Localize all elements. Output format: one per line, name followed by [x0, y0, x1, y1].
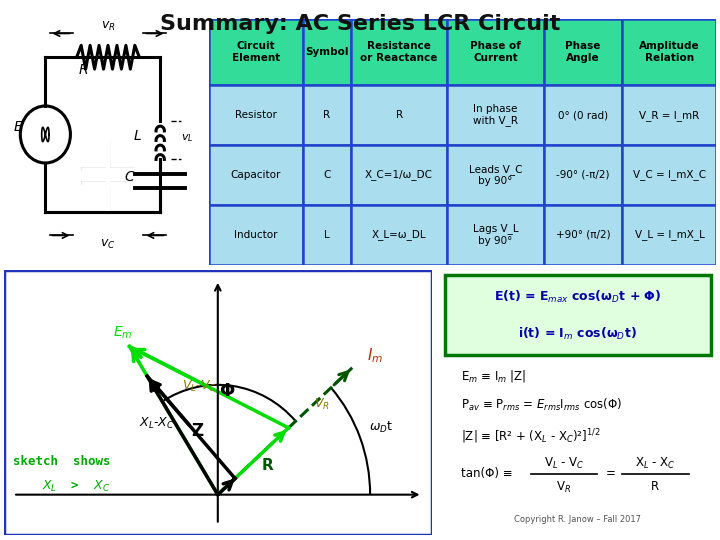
Bar: [302, 205, 351, 265]
Bar: [209, 145, 302, 205]
Bar: [445, 275, 711, 355]
Text: R: R: [652, 481, 660, 494]
Text: +90° (π/2): +90° (π/2): [556, 230, 611, 240]
Text: $X_L$-$X_C$: $X_L$-$X_C$: [139, 416, 174, 431]
Text: E(t) = E$_{max}$ cos(ω$_D$t + Φ): E(t) = E$_{max}$ cos(ω$_D$t + Φ): [494, 288, 662, 305]
Text: Leads V_C
by 90°: Leads V_C by 90°: [469, 164, 522, 186]
Text: $I_m$: $I_m$: [366, 346, 382, 365]
Text: R: R: [323, 110, 330, 120]
Text: Copyright R. Janow – Fall 2017: Copyright R. Janow – Fall 2017: [514, 515, 642, 524]
Text: In phase
with V_R: In phase with V_R: [473, 104, 518, 126]
Text: |Z| ≡ [R² + (X$_L$ - X$_C$)²]$^{1/2}$: |Z| ≡ [R² + (X$_L$ - X$_C$)²]$^{1/2}$: [462, 427, 601, 446]
Text: R: R: [78, 63, 88, 77]
Text: L: L: [133, 130, 141, 144]
Text: v$_L$: v$_L$: [181, 132, 194, 144]
Text: Capacitor: Capacitor: [230, 170, 281, 180]
Text: $V_L$-$V_C$: $V_L$-$V_C$: [182, 379, 217, 394]
Bar: [623, 205, 716, 265]
Bar: [544, 205, 623, 265]
Text: Inductor: Inductor: [234, 230, 277, 240]
Text: Phase
Angle: Phase Angle: [565, 41, 601, 63]
Bar: [302, 19, 351, 85]
Text: Resistance
or Reactance: Resistance or Reactance: [361, 41, 438, 63]
Text: V_L = I_mX_L: V_L = I_mX_L: [634, 230, 704, 240]
Text: V_R = I_mR: V_R = I_mR: [639, 110, 700, 120]
Text: P$_{av}$ ≡ P$_{rms}$ = $E_{rms}$I$_{rms}$ cos(Φ): P$_{av}$ ≡ P$_{rms}$ = $E_{rms}$I$_{rms}…: [462, 397, 623, 413]
Text: C: C: [323, 170, 330, 180]
Text: -90° (-π/2): -90° (-π/2): [557, 170, 610, 180]
Text: $V_R$: $V_R$: [314, 397, 330, 413]
Text: E$_m$ ≡ I$_m$ |Z|: E$_m$ ≡ I$_m$ |Z|: [462, 368, 527, 384]
Text: Z: Z: [191, 422, 203, 440]
Text: Phase of
Current: Phase of Current: [470, 41, 521, 63]
Text: V$_R$: V$_R$: [557, 480, 572, 495]
Bar: [351, 85, 447, 145]
Bar: [447, 85, 544, 145]
Bar: [623, 19, 716, 85]
Text: i(t) = I$_m$ cos(ω$_D$t): i(t) = I$_m$ cos(ω$_D$t): [518, 326, 637, 342]
Text: 0° (0 rad): 0° (0 rad): [558, 110, 608, 120]
Bar: [209, 85, 302, 145]
Bar: [447, 205, 544, 265]
Text: C: C: [124, 170, 134, 184]
Text: X_L=ω_DL: X_L=ω_DL: [372, 230, 426, 240]
Bar: [447, 145, 544, 205]
Bar: [351, 145, 447, 205]
Bar: [447, 19, 544, 85]
Bar: [351, 205, 447, 265]
Bar: [544, 19, 623, 85]
Text: L: L: [324, 230, 330, 240]
Bar: [209, 205, 302, 265]
Text: Circuit
Element: Circuit Element: [232, 41, 280, 63]
Text: R: R: [261, 458, 273, 474]
Bar: [623, 85, 716, 145]
Text: $ω_D$t: $ω_D$t: [369, 420, 393, 435]
Text: v$_C$: v$_C$: [100, 238, 116, 252]
Bar: [209, 19, 302, 85]
Text: Resistor: Resistor: [235, 110, 276, 120]
Text: V_C = I_mX_C: V_C = I_mX_C: [633, 170, 706, 180]
Text: E: E: [14, 120, 23, 134]
Text: V$_L$ - V$_C$: V$_L$ - V$_C$: [544, 456, 585, 471]
Text: tan(Φ) ≡: tan(Φ) ≡: [462, 467, 513, 480]
Bar: [544, 145, 623, 205]
Text: Amplitude
Relation: Amplitude Relation: [639, 41, 700, 63]
Bar: [623, 145, 716, 205]
Bar: [302, 145, 351, 205]
Text: v$_R$: v$_R$: [101, 20, 115, 33]
Text: R: R: [395, 110, 402, 120]
Text: X_C=1/ω_DC: X_C=1/ω_DC: [365, 170, 433, 180]
Text: Φ: Φ: [219, 382, 234, 400]
Text: sketch  shows: sketch shows: [13, 455, 111, 468]
Text: Symbol: Symbol: [305, 47, 348, 57]
Text: Summary: AC Series LCR Circuit: Summary: AC Series LCR Circuit: [160, 14, 560, 33]
Text: Lags V_L
by 90°: Lags V_L by 90°: [473, 224, 518, 246]
Bar: [351, 19, 447, 85]
Text: X$_L$ - X$_C$: X$_L$ - X$_C$: [635, 456, 676, 471]
Text: $X_L$  >  $X_C$: $X_L$ > $X_C$: [27, 478, 110, 494]
Bar: [544, 85, 623, 145]
Text: =: =: [606, 467, 616, 480]
Bar: [302, 85, 351, 145]
Text: $E_m$: $E_m$: [112, 325, 132, 341]
